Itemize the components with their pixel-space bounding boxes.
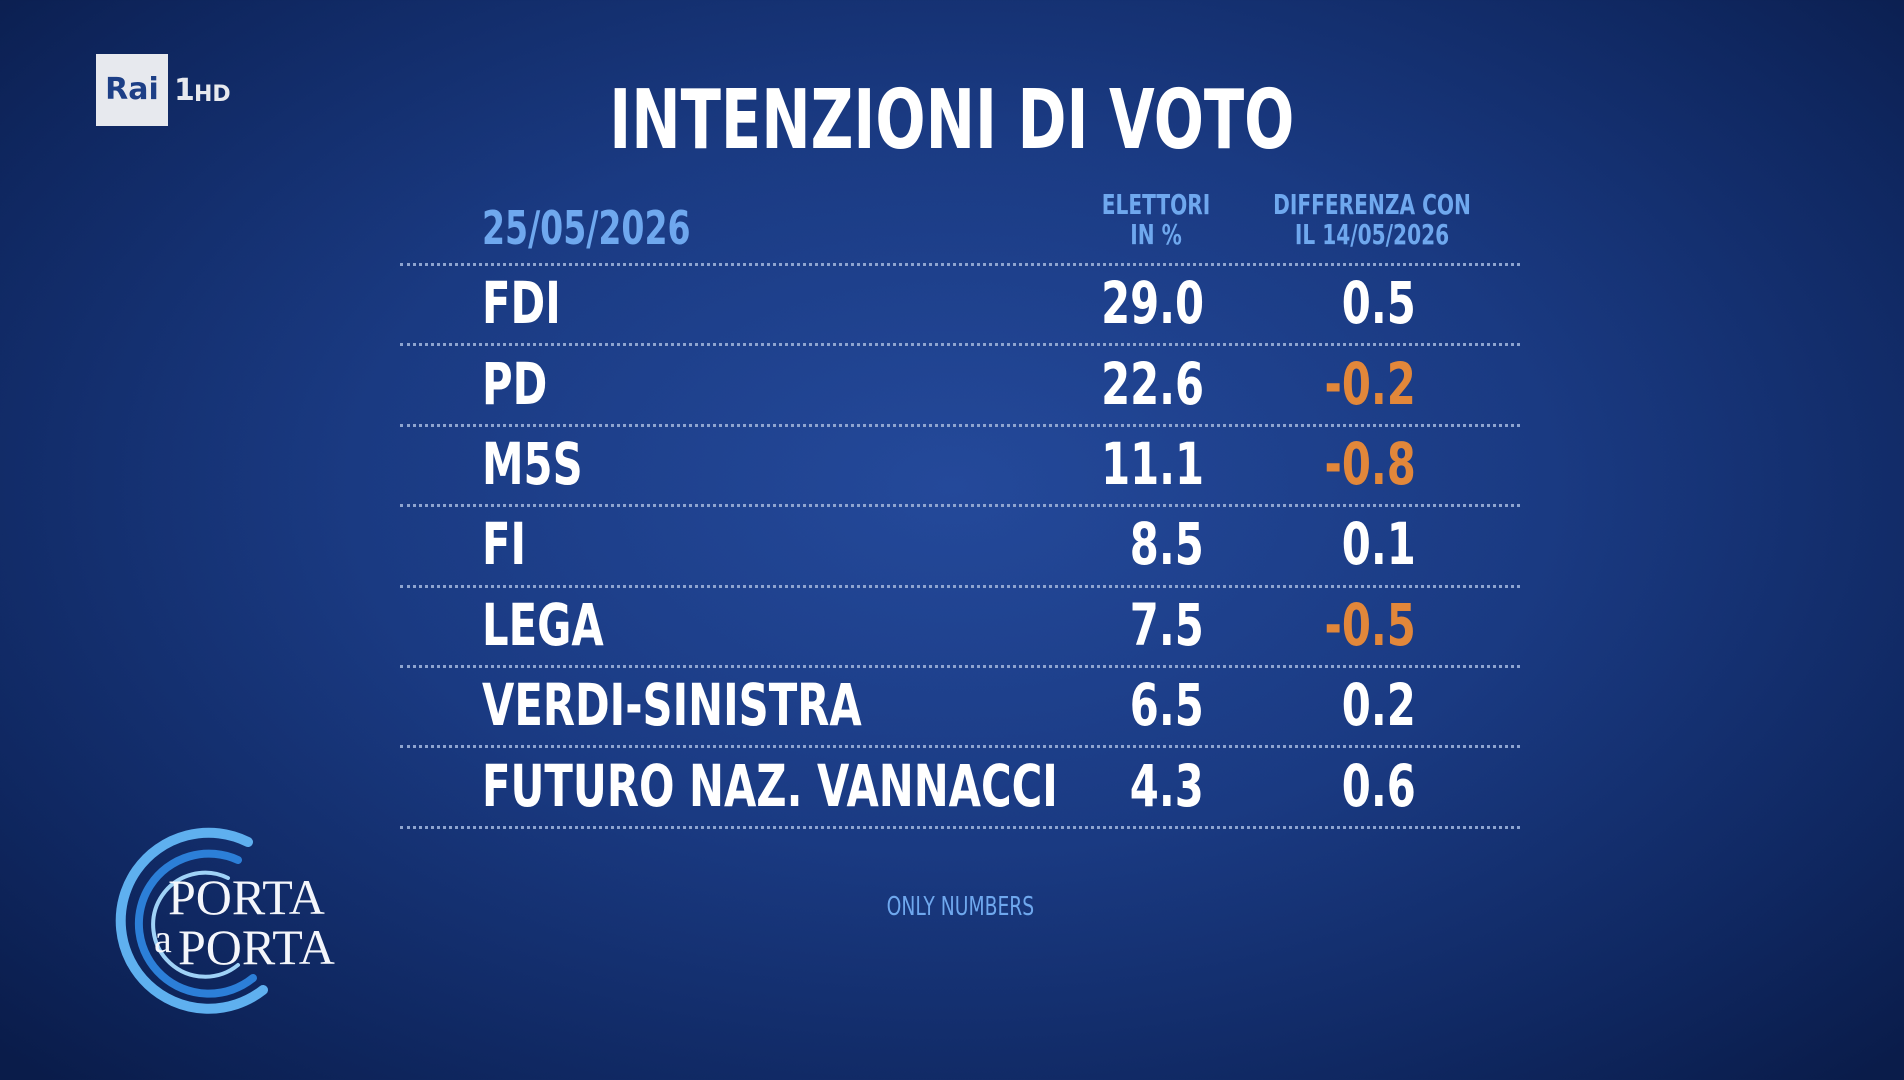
show-logo-line2: PORTA [178,919,335,975]
row-divider [400,665,1520,668]
column-header: DIFFERENZA CON [1273,188,1471,221]
column-header: IL 14/05/2026 [1294,218,1450,251]
row-divider [400,263,1520,266]
difference: -0.2 [1324,349,1416,418]
party-name: VERDI-SINISTRA [482,671,862,740]
footer-text: ONLY NUMBERS [886,892,1034,922]
title-text: INTENZIONI DI VOTO [609,73,1295,168]
party-name: PD [482,349,548,418]
party-name: M5S [482,430,583,498]
channel-quality: HD [194,82,231,107]
column-header: ELETTORI [1101,188,1211,221]
date: 25/05/2026 [482,201,691,255]
party-name: FUTURO NAZ. VANNACCI [482,751,1058,820]
vote-share: 22.6 [1100,349,1204,418]
vote-share: 8.5 [1130,510,1204,579]
vote-share: 6.5 [1130,671,1204,740]
show-logo-arcs [115,827,268,1014]
vote-share: 29.0 [1100,269,1204,338]
show-logo-line1: PORTA [168,869,325,925]
row-divider [400,423,1520,427]
vote-share: 4.3 [1130,751,1204,820]
row-divider [400,745,1520,749]
show-logo-a: a [154,916,172,961]
row-divider [400,343,1520,347]
vote-share: 7.5 [1130,590,1204,659]
footer: ONLY NUMBERS [0,893,1904,921]
party-name: LEGA [482,590,604,659]
vote-share: 11.1 [1100,430,1204,498]
row-divider [400,504,1520,508]
channel-number: 1 [174,73,195,108]
row-divider [400,584,1520,588]
difference: 0.5 [1342,269,1416,338]
channel-logo: Rai [96,54,168,126]
difference: -0.8 [1324,430,1416,498]
title: INTENZIONI DI VOTO [0,78,1904,164]
party-name: FDI [482,269,561,338]
column-header: IN % [1130,218,1182,251]
row-divider [400,825,1520,829]
difference: 0.2 [1342,671,1416,740]
party-name: FI [482,510,527,579]
difference: -0.5 [1324,590,1416,659]
difference: 0.6 [1342,751,1416,820]
difference: 0.1 [1342,510,1416,579]
